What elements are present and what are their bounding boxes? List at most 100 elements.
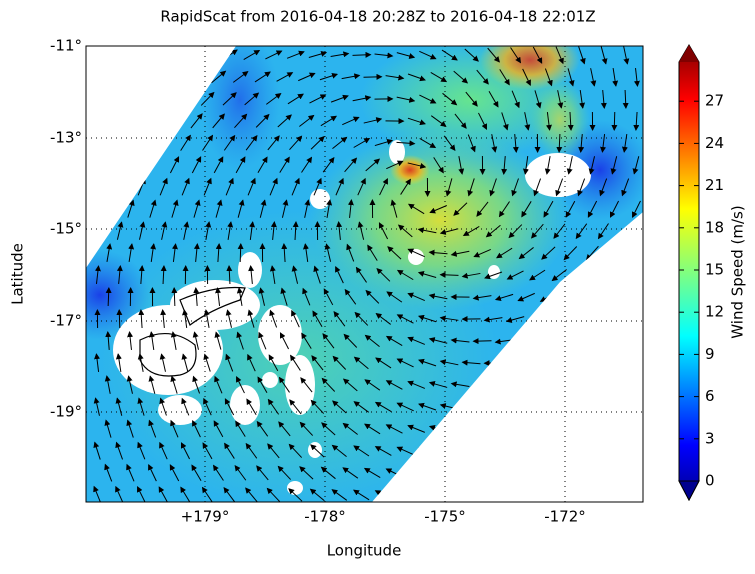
wind-arrow <box>157 49 171 61</box>
wind-arrow <box>397 491 413 498</box>
wind-arrow <box>485 363 503 364</box>
colorbar-tick-label: 21 <box>705 176 724 194</box>
wind-arrow <box>190 71 203 83</box>
wind-arrow <box>463 406 481 408</box>
wind-arrow <box>463 493 481 497</box>
wind-arrow <box>584 382 601 388</box>
wind-arrow <box>518 384 536 386</box>
wind-arrow <box>452 427 470 431</box>
wind-arrow <box>93 135 102 151</box>
wind-arrow <box>485 407 503 408</box>
wind-arrow <box>485 494 503 496</box>
wind-arrow <box>584 427 601 432</box>
wind-arrow <box>106 200 111 217</box>
wind-arrow <box>573 360 590 367</box>
wind-arrow <box>178 49 192 60</box>
wind-arrow <box>441 449 458 454</box>
wind-arrow <box>463 449 481 452</box>
title: RapidScat from 2016-04-18 20:28Z to 2016… <box>160 8 595 26</box>
wind-arrow <box>575 269 589 281</box>
wind-arrow <box>608 291 622 303</box>
wind-arrow <box>91 49 103 62</box>
wind-arrow <box>168 71 181 84</box>
wind-arrow <box>585 337 601 345</box>
colorbar-tick-label: 12 <box>705 303 724 321</box>
wind-arrow <box>618 314 632 325</box>
wind-arrow <box>529 451 547 452</box>
wind-arrow <box>617 448 634 453</box>
wind-arrow <box>540 473 558 474</box>
wind-arrow <box>474 428 492 430</box>
wind-arrow <box>630 291 643 303</box>
x-tick-label: -175° <box>424 508 466 526</box>
y-tick-label: -15° <box>50 220 82 238</box>
wind-arrow <box>573 405 590 410</box>
wind-arrow <box>507 407 525 408</box>
wind-arrow <box>474 384 492 385</box>
colorbar-tick-label: 9 <box>705 345 715 363</box>
wind-arrow <box>496 385 514 386</box>
wind-arrow <box>125 114 135 129</box>
wind-arrow <box>136 92 147 106</box>
wind-arrow <box>614 112 615 130</box>
wind-arrow <box>419 448 436 454</box>
wind-arrow <box>507 362 525 364</box>
wind-arrow <box>353 55 371 56</box>
wind-arrow <box>169 114 180 128</box>
wind-arrow <box>518 339 535 343</box>
y-tick-label: -19° <box>50 403 82 421</box>
y-tick-label: -13° <box>50 129 82 147</box>
wind-field <box>50 30 650 510</box>
wind-arrow <box>595 359 611 367</box>
wind-arrow <box>618 359 634 368</box>
wind-arrow <box>617 404 634 411</box>
wind-arrow <box>574 314 590 323</box>
wind-arrow <box>408 470 425 477</box>
wind-arrow <box>485 450 503 452</box>
plot-area <box>50 30 650 510</box>
wind-arrow <box>518 429 536 430</box>
wind-arrow <box>595 493 613 496</box>
y-tick-label: -11° <box>50 37 82 55</box>
wind-arrow <box>113 49 126 62</box>
wind-arrow <box>146 71 159 84</box>
wind-arrow <box>103 70 115 84</box>
wind-arrow <box>200 50 215 61</box>
wind-arrow <box>562 472 580 474</box>
x-tick-label: -172° <box>544 508 586 526</box>
wind-arrow <box>94 179 101 196</box>
wind-arrow <box>551 450 569 452</box>
wind-arrow <box>452 471 470 475</box>
wind-arrow <box>105 157 113 173</box>
wind-arrow <box>240 244 241 262</box>
wind-arrow <box>419 492 436 498</box>
wind-arrow <box>617 493 635 497</box>
wind-arrow <box>135 49 148 61</box>
colorbar-tick-label: 24 <box>705 134 724 152</box>
wind-arrow <box>540 383 558 387</box>
colorbar-label: Wind Speed (m/s) <box>729 205 747 338</box>
colorbar-tick-label: 3 <box>705 429 715 447</box>
wind-arrow <box>609 246 620 260</box>
colorbar-tick-label: 27 <box>705 92 724 110</box>
wind-arrow <box>441 493 458 498</box>
x-tick-label: +179° <box>181 508 230 526</box>
wind-arrow <box>628 381 644 389</box>
wind-arrow <box>551 360 568 365</box>
wind-arrow <box>606 471 624 475</box>
colorbar-tick-label: 15 <box>705 261 724 279</box>
wind-arrow <box>596 314 611 324</box>
wind-arrow <box>631 246 642 260</box>
wind-arrow <box>179 92 191 105</box>
wind-arrow <box>116 179 123 196</box>
wind-arrow <box>529 361 547 365</box>
wind-arrow <box>95 222 99 239</box>
wind-arrow <box>92 92 103 106</box>
wind-arrow <box>540 338 557 344</box>
wind-arrow <box>597 269 610 281</box>
wind-arrow <box>147 114 158 129</box>
y-axis-label: Latitude <box>9 243 27 305</box>
wind-arrow <box>629 336 644 346</box>
wind-arrow <box>562 382 579 387</box>
